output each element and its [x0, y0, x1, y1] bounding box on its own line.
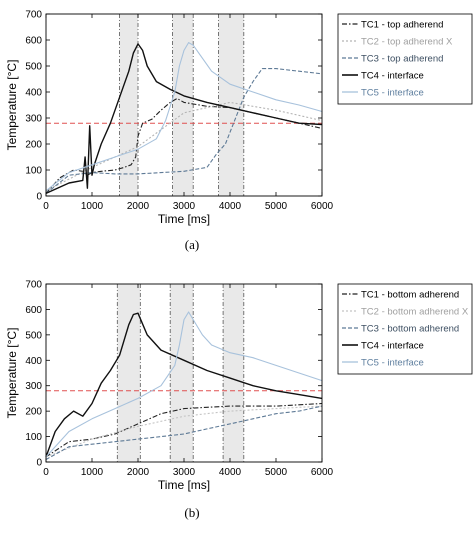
- chart-panel-b: [45, 283, 473, 463]
- x-tick-label: 6000: [311, 201, 334, 212]
- legend-label-tc1: TC1 - bottom adherend: [361, 290, 459, 301]
- shaded-band: [172, 14, 194, 196]
- chart-panel-a: [45, 13, 473, 197]
- y-tick-label: 400: [25, 356, 42, 367]
- shaded-band: [223, 284, 244, 462]
- y-tick-label: 200: [25, 140, 42, 151]
- x-axis-label: Time [ms]: [158, 212, 210, 226]
- x-tick-label: 4000: [219, 201, 242, 212]
- x-tick-label: 3000: [173, 467, 196, 478]
- shaded-band: [218, 14, 244, 196]
- y-tick-label: 0: [36, 192, 42, 203]
- shaded-band: [170, 284, 194, 462]
- series-line-tc3: [45, 68, 323, 194]
- x-tick-label: 5000: [265, 201, 288, 212]
- x-tick-label: 2000: [127, 467, 150, 478]
- x-tick-label: 5000: [265, 467, 288, 478]
- y-tick-label: 400: [25, 88, 42, 99]
- y-tick-label: 600: [25, 305, 42, 316]
- legend-box: [337, 13, 473, 105]
- legend-label-tc5: TC5 - interface: [361, 358, 424, 369]
- x-axis-label: Time [ms]: [158, 478, 210, 492]
- series-line-tc2: [45, 405, 323, 458]
- legend-label-tc2: TC2 - bottom adherend X: [361, 307, 469, 318]
- y-tick-label: 200: [25, 407, 42, 418]
- y-tick-label: 600: [25, 36, 42, 47]
- panel-caption: (a): [185, 237, 199, 252]
- y-tick-label: 500: [25, 330, 42, 341]
- legend-box: [337, 283, 473, 375]
- x-tick-label: 0: [43, 467, 49, 478]
- y-tick-label: 100: [25, 432, 42, 443]
- series-line-tc4: [45, 312, 323, 458]
- series-line-tc4: [45, 43, 323, 195]
- series-line-tc5: [45, 311, 323, 458]
- legend-label-tc1: TC1 - top adherend: [361, 20, 443, 31]
- legend-label-tc4: TC4 - interface: [361, 341, 424, 352]
- x-tick-label: 1000: [81, 467, 104, 478]
- series-line-tc3: [45, 405, 323, 460]
- x-tick-label: 1000: [81, 201, 104, 212]
- x-tick-label: 0: [43, 201, 49, 212]
- shaded-band: [117, 284, 141, 462]
- x-tick-label: 2000: [127, 201, 150, 212]
- shaded-band: [119, 14, 138, 196]
- y-tick-label: 500: [25, 62, 42, 73]
- y-axis-label: Temperature [°C]: [5, 328, 19, 419]
- legend-label-tc5: TC5 - interface: [361, 88, 424, 99]
- x-tick-label: 4000: [219, 467, 242, 478]
- legend-label-tc3: TC3 - bottom adherend: [361, 324, 459, 335]
- panel-caption: (b): [184, 505, 199, 520]
- x-tick-label: 6000: [311, 467, 334, 478]
- legend-label-tc4: TC4 - interface: [361, 71, 424, 82]
- y-tick-label: 700: [25, 10, 42, 21]
- series-line-tc2: [45, 101, 323, 192]
- y-tick-label: 700: [25, 280, 42, 291]
- y-tick-label: 0: [36, 458, 42, 469]
- y-tick-label: 300: [25, 381, 42, 392]
- legend-label-tc3: TC3 - top adherend: [361, 54, 443, 65]
- x-tick-label: 3000: [173, 201, 196, 212]
- y-tick-label: 300: [25, 114, 42, 125]
- series-line-tc1: [45, 402, 323, 458]
- y-axis-label: Temperature [°C]: [5, 60, 19, 151]
- series-line-tc5: [45, 42, 323, 192]
- y-tick-label: 100: [25, 166, 42, 177]
- legend-label-tc2: TC2 - top adherend X: [361, 37, 453, 48]
